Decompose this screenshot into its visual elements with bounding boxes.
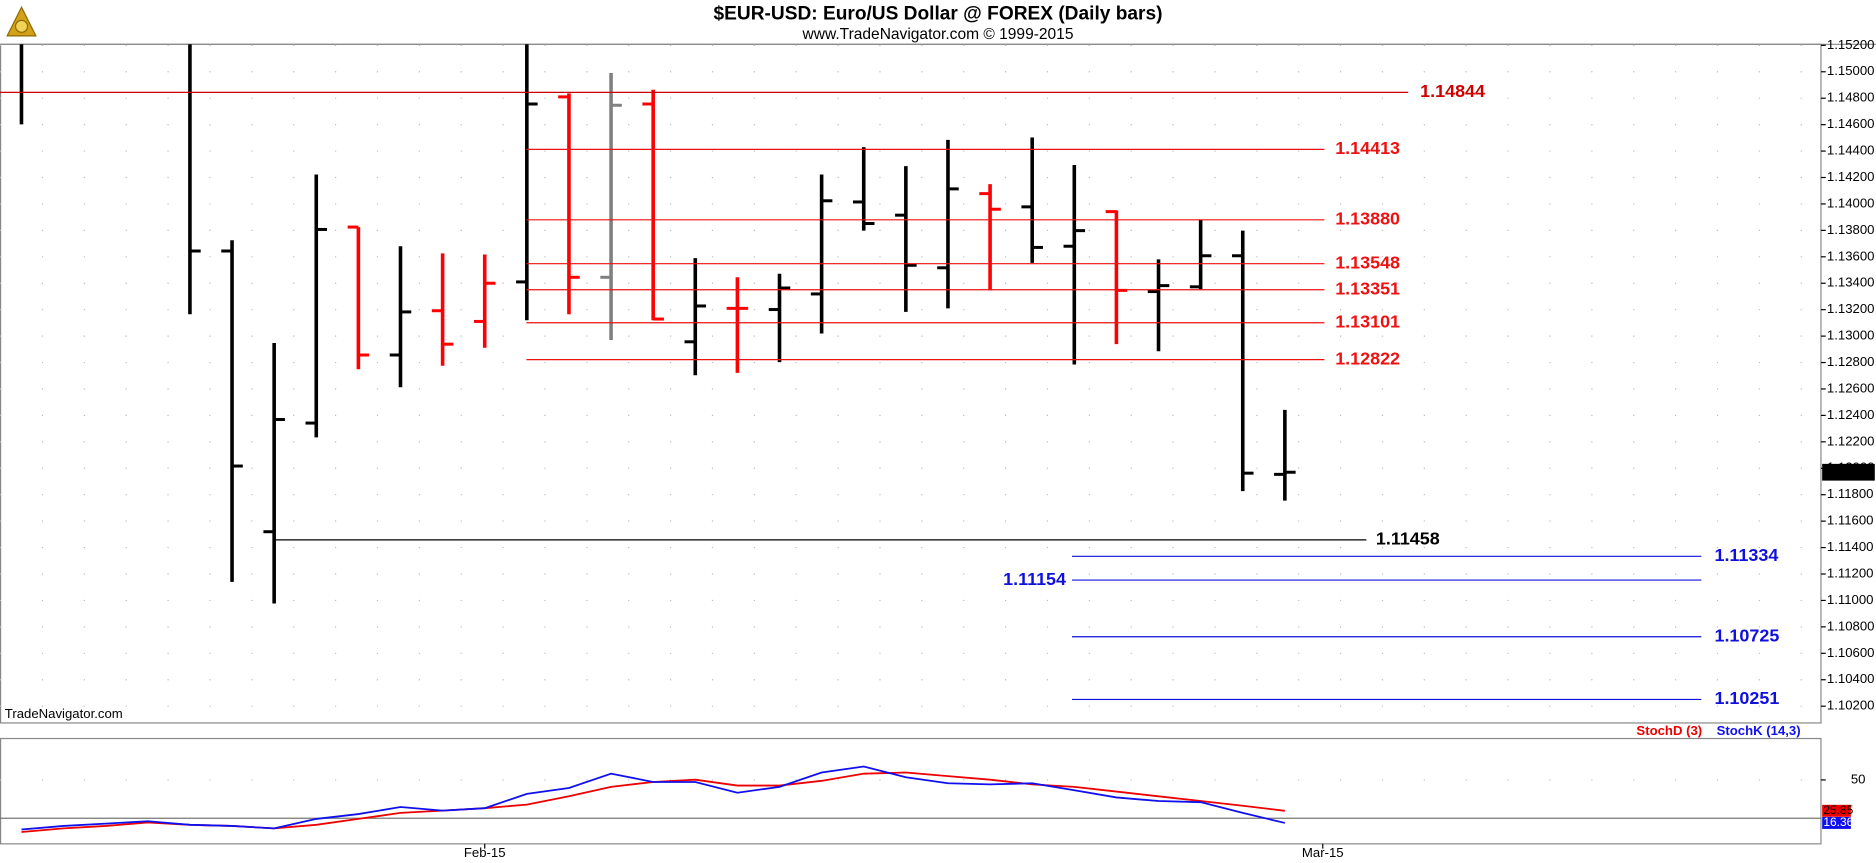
y-tick-label: 1.12600 [1827,380,1875,395]
level-label: 1.10725 [1714,626,1779,646]
y-tick-label: 1.13600 [1827,248,1875,263]
chart-title: $EUR-USD: Euro/US Dollar @ FOREX (Daily … [714,3,1163,24]
x-tick-label: Feb-15 [464,845,506,860]
level-label: 1.14413 [1335,138,1400,158]
chart-subtitle: www.TradeNavigator.com © 1999-2015 [802,26,1074,43]
y-tick-label: 1.13200 [1827,301,1875,316]
y-tick-label: 1.11000 [1827,592,1874,607]
level-label: 1.10251 [1714,688,1779,708]
y-tick-label: 1.14800 [1827,90,1875,105]
logo [6,5,37,37]
level-label: 1.14844 [1420,81,1485,101]
level-label: 1.13101 [1335,311,1400,331]
y-tick-label: 1.10600 [1827,645,1875,660]
y-tick-label: 1.13400 [1827,275,1875,290]
y-tick-label: 1.14600 [1827,116,1875,131]
level-label: 1.11458 [1376,529,1440,549]
y-tick-label: 1.14200 [1827,169,1875,184]
y-tick-label: 50 [1851,771,1866,786]
y-tick-label: 1.11800 [1827,486,1874,501]
y-tick-label: 1.10200 [1827,698,1875,713]
y-tick-label: 1.14000 [1827,195,1875,210]
level-label: 1.13548 [1335,252,1400,272]
y-tick-label: 1.13800 [1827,222,1875,237]
level-label: 1.13351 [1335,278,1400,298]
y-tick-label: 1.12200 [1827,433,1875,448]
y-tick-label: 1.12400 [1827,407,1875,422]
level-label: 1.13880 [1335,209,1400,229]
level-label: 1.11334 [1714,545,1778,565]
stoch-line [21,765,1286,831]
last-price-box [1822,463,1875,481]
level-label: 1.12822 [1335,348,1400,368]
value-box [1822,816,1851,829]
legend-entry: StochD (3) [1636,723,1702,738]
watermark: TradeNavigator.com [5,706,123,721]
y-tick-label: 1.15200 [1827,37,1875,52]
value-label: 16.36 [1823,815,1853,829]
stoch-frame [0,737,1822,845]
y-tick-label: 1.14400 [1827,143,1875,158]
level-label: 1.11154 [1003,569,1066,589]
y-tick-label: 1.13000 [1827,328,1875,343]
y-tick-label: 1.11600 [1827,513,1874,528]
value-label: 25.85 [1823,803,1853,817]
y-tick-label: 1.11400 [1827,539,1874,554]
legend-entry: StochK (14,3) [1717,723,1801,738]
x-tick-label: Mar-15 [1302,845,1344,860]
bars [19,44,1296,604]
y-tick-label: 1.10800 [1827,618,1875,633]
last-price-label: 1.11970 [1825,464,1872,479]
y-tick-label: 1.12800 [1827,354,1875,369]
y-tick-label: 1.11200 [1827,565,1874,580]
value-box [1822,804,1851,817]
y-tick-label: 1.10400 [1827,671,1875,686]
y-tick-label: 1.15000 [1827,63,1875,78]
price-frame [0,43,1822,724]
